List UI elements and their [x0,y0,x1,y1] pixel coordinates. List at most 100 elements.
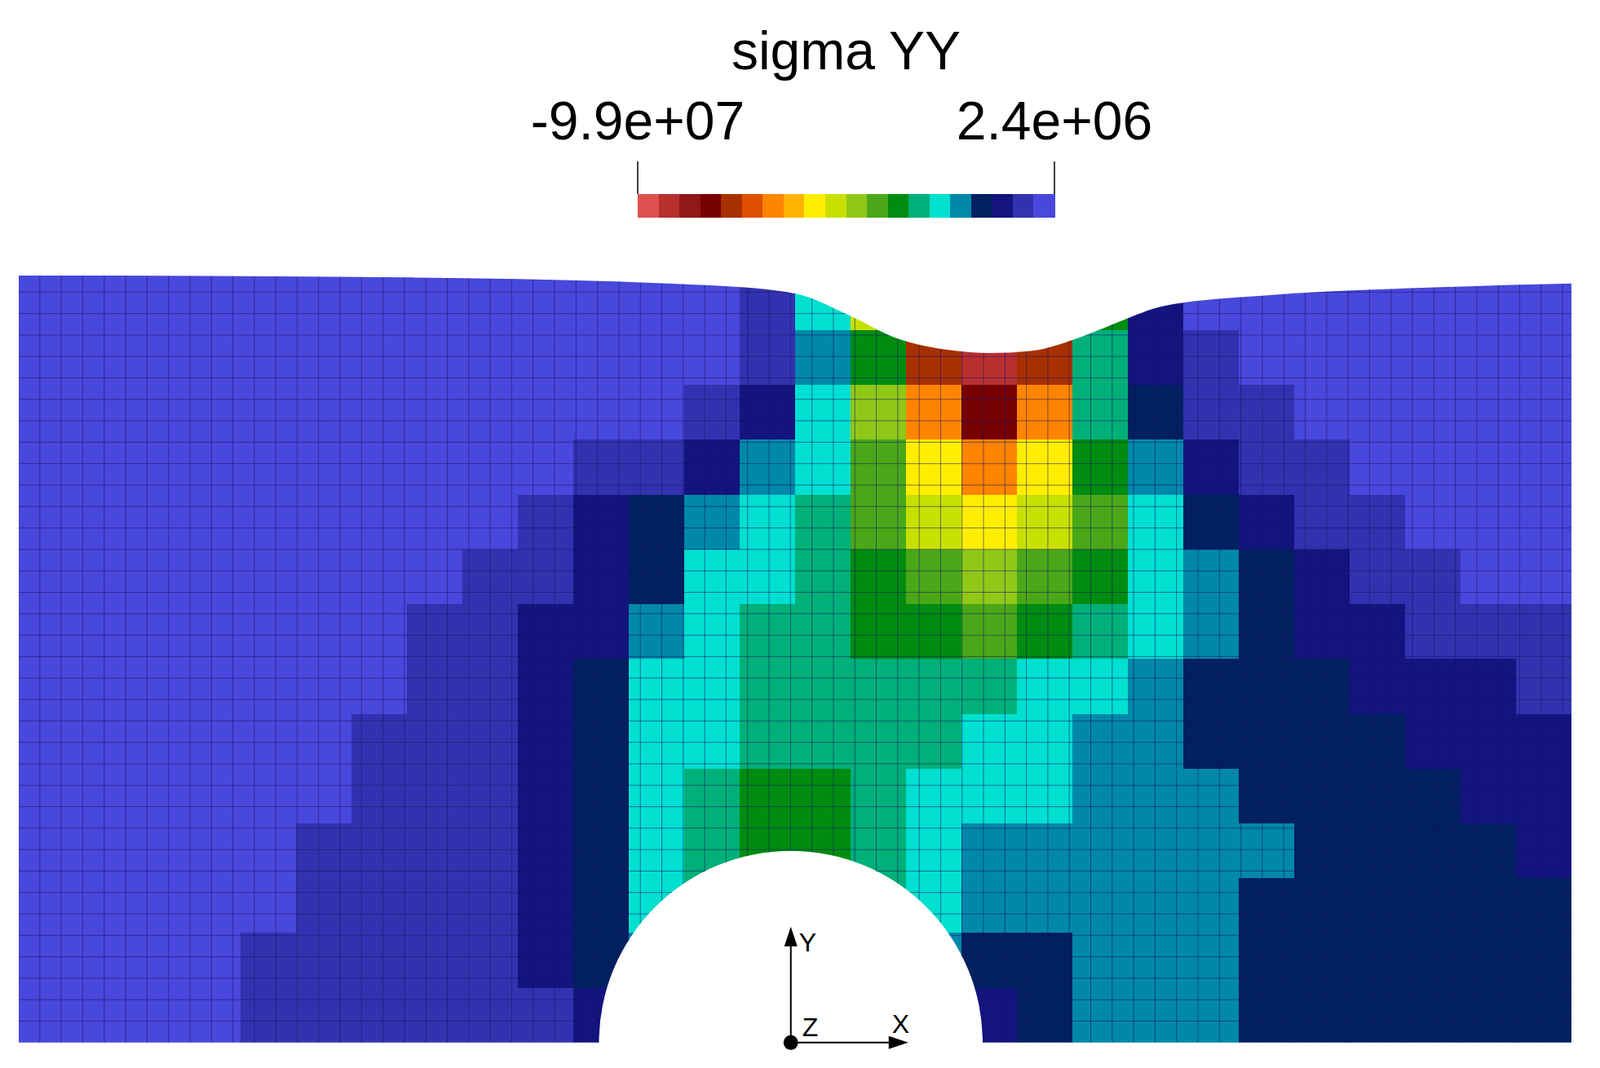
title: sigma YY [731,20,961,81]
field-cell [1349,384,1406,441]
colorbar-swatch [700,194,722,218]
mesh-line [361,259,363,1044]
mesh-line [18,485,1572,487]
field-cell [684,330,741,386]
mesh-line [961,259,963,1044]
field-cell [1516,275,1573,332]
field-cell [1238,878,1296,934]
mesh-line [1047,259,1048,1044]
field-cell [406,769,464,825]
field-cell [1294,384,1351,441]
field-cell [1349,495,1406,551]
mesh-line [18,1020,1572,1022]
mesh-line [596,259,598,1044]
mesh-line [1111,259,1113,1044]
field-cell [1183,932,1240,989]
field-cell [795,769,852,825]
field-cell [1072,988,1129,1044]
field-cell [351,275,408,332]
field-cell [573,658,630,715]
field-cell [296,932,353,989]
field-cell [1183,275,1240,332]
field-cell [296,549,353,606]
colorbar-tick-label: 2.4e+06 [956,90,1153,151]
field-cell [795,439,852,496]
field-cell [1460,495,1517,551]
field-cell [1127,878,1185,934]
field-cell [74,988,131,1044]
field-cell [1183,604,1240,660]
mesh-line [790,259,792,1044]
field-cell [1016,658,1074,715]
field-cell [240,439,297,496]
field-cell [795,658,852,715]
field-cell [406,495,464,551]
field-cell [1516,439,1573,496]
mesh-line [18,935,1572,937]
field-cell [1127,275,1185,332]
field-cell [1183,769,1240,825]
field-cell [906,658,963,715]
field-cell [906,330,963,386]
mesh-line [1025,259,1027,1044]
cells [18,275,1573,1044]
field-cell [1294,932,1351,989]
field-cell [1016,549,1074,606]
colorbar-swatch [1033,194,1055,218]
field-cell [240,495,297,551]
mesh-line [1369,259,1371,1044]
field-cell [1405,384,1462,441]
field-cell [1405,549,1462,606]
field-cell [240,714,297,770]
field-cell [129,658,186,715]
field-cell [1072,878,1129,934]
mesh-line [318,259,319,1044]
field-cell [1238,604,1296,660]
field-cell [296,769,353,825]
field-cell [795,823,852,880]
field-cell [628,330,686,386]
field-cell [129,384,186,441]
field-cell [906,549,963,606]
field-cell [573,988,630,1044]
field-cell [129,549,186,606]
field-cell [129,988,186,1044]
field-cell [628,658,686,715]
field-cell [406,878,464,934]
field-cell [684,275,741,332]
mesh-line [18,270,1572,272]
field-cell [240,330,297,386]
mesh-line [275,259,277,1044]
triad-label: Y [799,928,817,958]
field-cell [906,714,963,770]
field-cell [1349,714,1406,770]
field-cell [351,714,408,770]
mesh-line [746,259,748,1044]
field-cell [573,330,630,386]
field-cell [1516,549,1573,606]
mesh-line [1283,259,1285,1044]
field-cell [1405,988,1462,1044]
field-cell [1405,275,1462,332]
mesh-line [296,259,298,1044]
field-cell [1516,604,1573,660]
field-cell [406,714,464,770]
field-cell [517,769,575,825]
field-cell [1238,275,1296,332]
mesh-line [511,259,513,1044]
field-cell [18,878,76,934]
mesh-line [940,259,942,1044]
colorbar-swatch [825,194,847,218]
field-cell [1349,932,1406,989]
mesh-line [640,259,641,1044]
mesh-line [704,259,706,1044]
mesh-line [18,592,1572,593]
field-cell [129,932,186,989]
field-cell [1016,330,1074,386]
field-cell [573,823,630,880]
field-cell [906,495,963,551]
colorbar-swatch [929,194,951,218]
field-cell [1127,823,1185,880]
colorbar-swatch [950,194,972,218]
field-cell [961,932,1018,989]
